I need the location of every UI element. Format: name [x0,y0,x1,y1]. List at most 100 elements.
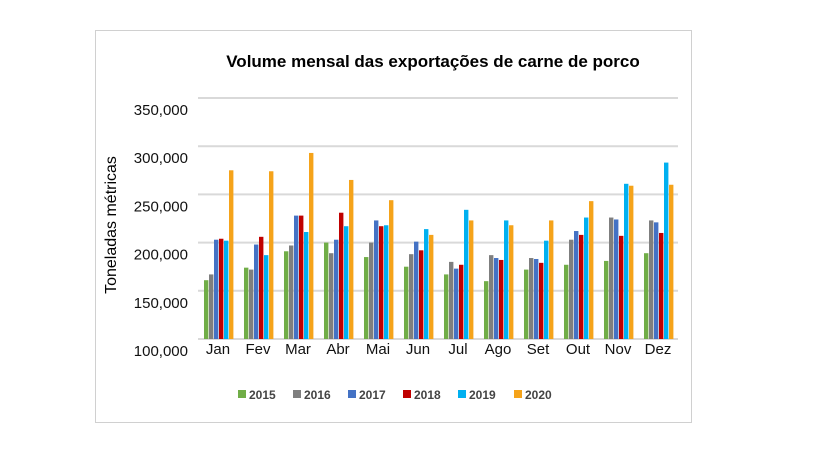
bar-nov-2015 [604,260,609,339]
x-tick-label: Out [566,341,591,358]
bar-mai-2017 [374,220,379,339]
bar-mai-2016 [369,242,374,339]
bar-jun-2019 [424,229,429,339]
x-tick-label: Set [527,341,550,358]
bar-set-2015 [524,269,529,339]
bar-jul-2017 [454,268,459,339]
bar-jul-2015 [444,274,449,339]
legend-swatch [458,390,466,398]
bar-set-2018 [539,262,544,339]
bar-nov-2017 [614,219,619,339]
x-tick-label: Mar [285,341,311,358]
bar-jan-2020 [229,170,234,339]
bar-set-2020 [549,220,554,339]
legend-label: 2015 [249,388,276,402]
bar-ago-2019 [504,220,509,339]
bar-fev-2019 [264,255,269,339]
y-tick-label: 200,000 [134,247,188,264]
bar-mar-2018 [299,215,304,339]
x-tick-label: Fev [245,341,271,358]
bar-abr-2018 [339,212,344,339]
bar-mai-2018 [379,226,384,339]
bar-jul-2019 [464,209,469,339]
bar-out-2019 [584,217,589,339]
legend-swatch [348,390,356,398]
bar-jan-2017 [214,239,219,339]
bar-dez-2018 [659,232,664,339]
legend-swatch [403,390,411,398]
bar-set-2017 [534,258,539,339]
legend-label: 2020 [525,388,552,402]
bar-mar-2017 [294,215,299,339]
bar-out-2015 [564,264,569,339]
bar-ago-2017 [494,258,499,339]
bar-jan-2015 [204,280,209,339]
bar-out-2016 [569,239,574,339]
x-tick-label: Nov [605,341,632,358]
bar-jul-2020 [469,220,474,339]
legend-swatch [238,390,246,398]
bar-mai-2019 [384,225,389,339]
bar-fev-2018 [259,236,264,339]
bar-jun-2015 [404,266,409,339]
bar-jan-2018 [219,238,224,339]
bar-out-2017 [574,231,579,339]
bar-jun-2020 [429,234,434,339]
bar-mai-2015 [364,257,369,339]
chart-frame [95,30,692,423]
bar-abr-2015 [324,242,329,339]
bar-set-2016 [529,258,534,339]
x-tick-label: Jan [206,341,230,358]
bar-nov-2016 [609,217,614,339]
bar-abr-2016 [329,253,334,339]
bar-abr-2020 [349,179,354,339]
bar-jan-2016 [209,274,214,339]
bar-ago-2020 [509,225,514,339]
bar-jan-2019 [224,240,229,339]
bar-dez-2016 [649,220,654,339]
y-tick-label: 300,000 [134,150,188,167]
bar-mar-2015 [284,251,289,339]
legend-label: 2017 [359,388,386,402]
bar-abr-2017 [334,239,339,339]
bar-ago-2018 [499,259,504,339]
bar-fev-2016 [249,269,254,339]
bar-jun-2018 [419,250,424,339]
bar-jun-2017 [414,241,419,339]
bar-out-2020 [589,201,594,339]
bar-out-2018 [579,234,584,339]
legend-swatch [293,390,301,398]
bar-mar-2016 [289,245,294,339]
bar-mar-2019 [304,231,309,339]
bar-nov-2019 [624,183,629,339]
bar-nov-2018 [619,235,624,339]
legend-label: 2019 [469,388,496,402]
legend-label: 2018 [414,388,441,402]
bar-dez-2015 [644,253,649,339]
x-tick-label: Ago [485,341,512,358]
chart-title: Volume mensal das exportações de carne d… [226,52,640,71]
bar-jul-2016 [449,261,454,339]
bar-dez-2020 [669,184,674,339]
y-tick-label: 250,000 [134,198,188,215]
x-tick-label: Mai [366,341,390,358]
bar-jul-2018 [459,264,464,339]
x-tick-label: Jul [448,341,467,358]
legend-swatch [514,390,522,398]
bar-ago-2016 [489,255,494,339]
y-tick-label: 150,000 [134,295,188,312]
x-tick-label: Dez [645,341,672,358]
bar-fev-2020 [269,171,274,339]
bar-fev-2017 [254,244,259,339]
bar-ago-2015 [484,281,489,339]
y-tick-label: 350,000 [134,102,188,119]
bar-fev-2015 [244,267,249,339]
x-tick-label: Abr [326,341,349,358]
bar-mai-2020 [389,200,394,339]
bar-abr-2019 [344,226,349,339]
bar-set-2019 [544,240,549,339]
y-tick-label: 100,000 [134,343,188,360]
bar-jun-2016 [409,254,414,339]
bar-dez-2019 [664,162,669,339]
